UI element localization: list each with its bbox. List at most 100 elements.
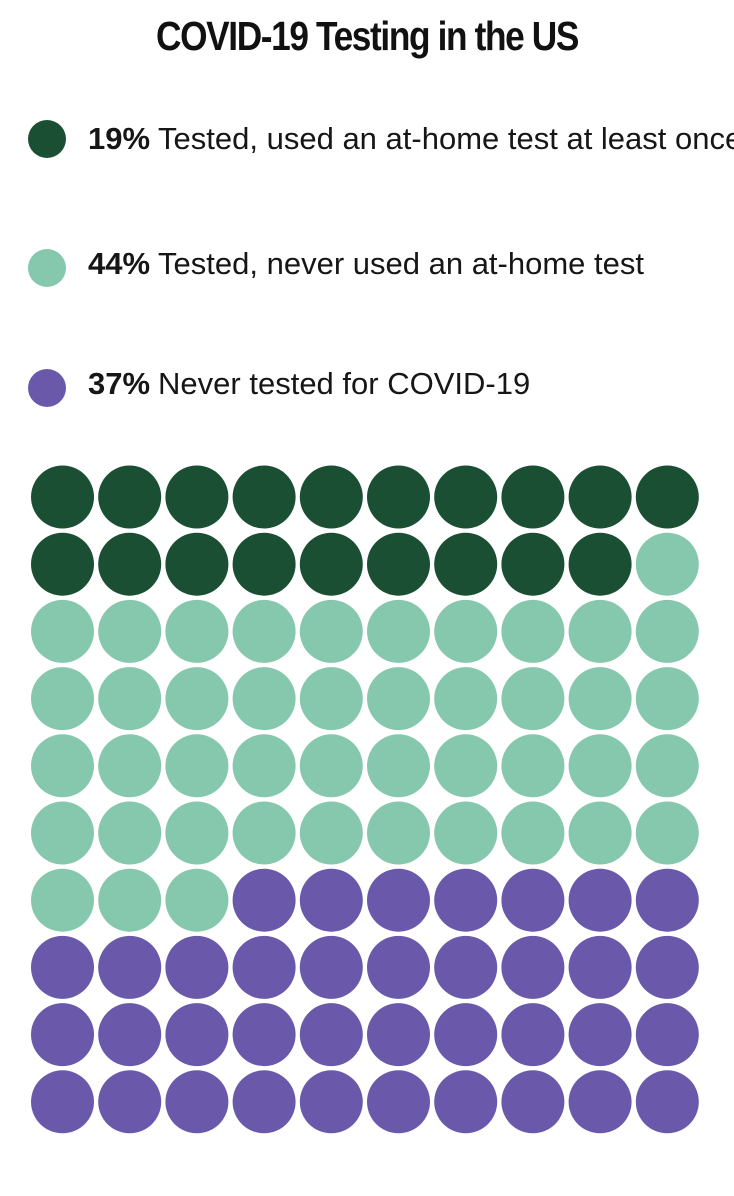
waffle-dot-tested-no-home xyxy=(568,599,632,663)
chart-title: COVID-19 Testing in the US xyxy=(155,13,579,59)
waffle-dot-at-home-tested xyxy=(98,465,162,529)
waffle-dot-at-home-tested xyxy=(635,465,699,529)
waffle-dot-tested-no-home xyxy=(31,599,94,663)
waffle-dot-tested-no-home xyxy=(501,801,565,865)
waffle-dot-tested-no-home xyxy=(501,667,565,731)
waffle-dot-tested-no-home xyxy=(568,801,632,865)
waffle-dot-tested-no-home xyxy=(98,868,162,932)
waffle-dot-at-home-tested xyxy=(568,465,632,529)
legend-percent-tested-no-home: 44% xyxy=(88,246,151,281)
waffle-dot-tested-no-home xyxy=(98,801,162,865)
waffle-dot-never-tested xyxy=(434,1070,498,1134)
waffle-dot-at-home-tested xyxy=(568,532,632,596)
legend-label-at-home-tested: Tested, used an at-home test at least on… xyxy=(158,121,734,156)
waffle-dot-tested-no-home xyxy=(635,801,699,865)
waffle-dot-never-tested xyxy=(31,935,94,999)
waffle-dot-at-home-tested xyxy=(299,532,363,596)
waffle-dot-tested-no-home xyxy=(232,801,296,865)
waffle-dot-at-home-tested xyxy=(434,532,498,596)
legend-percent-at-home-tested: 19% xyxy=(88,121,151,156)
waffle-dot-never-tested xyxy=(165,1003,229,1067)
legend-label-tested-no-home: Tested, never used an at-home test xyxy=(158,246,644,281)
waffle-dot-tested-no-home xyxy=(299,599,363,663)
waffle-dot-tested-no-home xyxy=(31,801,94,865)
waffle-dot-never-tested xyxy=(568,1070,632,1134)
waffle-dot-tested-no-home xyxy=(31,667,94,731)
waffle-dot-never-tested xyxy=(434,935,498,999)
waffle-dot-at-home-tested xyxy=(367,532,430,596)
waffle-dot-tested-no-home xyxy=(367,599,430,663)
waffle-dot-tested-no-home xyxy=(434,734,498,798)
waffle-dot-at-home-tested xyxy=(501,465,565,529)
waffle-dot-never-tested xyxy=(568,1003,632,1067)
waffle-dot-tested-no-home xyxy=(434,801,498,865)
waffle-dot-at-home-tested xyxy=(98,532,162,596)
waffle-dot-tested-no-home xyxy=(98,599,162,663)
waffle-dot-never-tested xyxy=(501,1070,565,1134)
waffle-dot-tested-no-home xyxy=(367,801,430,865)
waffle-dot-never-tested xyxy=(568,935,632,999)
legend-percent-never-tested: 37% xyxy=(88,366,151,401)
waffle-dot-never-tested xyxy=(635,1003,699,1067)
waffle-dot-never-tested xyxy=(501,935,565,999)
waffle-dot-tested-no-home xyxy=(299,734,363,798)
waffle-dot-at-home-tested xyxy=(165,532,229,596)
waffle-dot-never-tested xyxy=(232,1070,296,1134)
waffle-dot-never-tested xyxy=(165,935,229,999)
waffle-dot-never-tested xyxy=(367,1003,430,1067)
waffle-dot-at-home-tested xyxy=(299,465,363,529)
waffle-dot-tested-no-home xyxy=(568,667,632,731)
waffle-dot-tested-no-home xyxy=(299,801,363,865)
waffle-dot-never-tested xyxy=(635,935,699,999)
waffle-dot-tested-no-home xyxy=(501,734,565,798)
waffle-dot-never-tested xyxy=(434,868,498,932)
legend-swatch-tested-no-home xyxy=(28,249,66,287)
waffle-dot-never-tested xyxy=(434,1003,498,1067)
waffle-dot-never-tested xyxy=(98,935,162,999)
waffle-dot-never-tested xyxy=(98,1070,162,1134)
waffle-dot-tested-no-home xyxy=(635,734,699,798)
waffle-dot-tested-no-home xyxy=(232,599,296,663)
waffle-dot-never-tested xyxy=(635,1070,699,1134)
waffle-dot-at-home-tested xyxy=(232,532,296,596)
waffle-dot-tested-no-home xyxy=(165,599,229,663)
waffle-dot-never-tested xyxy=(367,935,430,999)
legend-text-at-home-tested: 19% Tested, used an at-home test at least… xyxy=(88,118,734,160)
waffle-dot-at-home-tested xyxy=(501,532,565,596)
waffle-dot-tested-no-home xyxy=(232,667,296,731)
waffle-dot-tested-no-home xyxy=(568,734,632,798)
waffle-dot-tested-no-home xyxy=(635,667,699,731)
waffle-dot-at-home-tested xyxy=(367,465,430,529)
waffle-dot-tested-no-home xyxy=(635,532,699,596)
waffle-dot-tested-no-home xyxy=(98,734,162,798)
waffle-dot-never-tested xyxy=(501,868,565,932)
waffle-dot-never-tested xyxy=(232,1003,296,1067)
waffle-dot-tested-no-home xyxy=(165,667,229,731)
waffle-dot-tested-no-home xyxy=(165,868,229,932)
waffle-dot-never-tested xyxy=(299,935,363,999)
legend-text-never-tested: 37% Never tested for COVID-19 xyxy=(88,363,734,405)
waffle-dot-never-tested xyxy=(232,868,296,932)
legend-swatch-never-tested xyxy=(28,369,66,407)
legend-label-never-tested: Never tested for COVID-19 xyxy=(158,366,531,401)
legend-text-tested-no-home: 44% Tested, never used an at-home test xyxy=(88,243,734,285)
waffle-dot-never-tested xyxy=(568,868,632,932)
waffle-dot-never-tested xyxy=(367,868,430,932)
waffle-dot-tested-no-home xyxy=(501,599,565,663)
waffle-dot-never-tested xyxy=(98,1003,162,1067)
waffle-dot-tested-no-home xyxy=(434,599,498,663)
waffle-dot-never-tested xyxy=(31,1070,94,1134)
waffle-dot-tested-no-home xyxy=(434,667,498,731)
waffle-dot-tested-no-home xyxy=(232,734,296,798)
waffle-dot-never-tested xyxy=(367,1070,430,1134)
waffle-dot-never-tested xyxy=(501,1003,565,1067)
waffle-dot-tested-no-home xyxy=(165,734,229,798)
waffle-dot-tested-no-home xyxy=(31,868,94,932)
waffle-dot-tested-no-home xyxy=(299,667,363,731)
waffle-dot-tested-no-home xyxy=(98,667,162,731)
waffle-dot-never-tested xyxy=(31,1003,94,1067)
waffle-dot-at-home-tested xyxy=(434,465,498,529)
waffle-dot-at-home-tested xyxy=(165,465,229,529)
legend-swatch-at-home-tested xyxy=(28,120,66,158)
